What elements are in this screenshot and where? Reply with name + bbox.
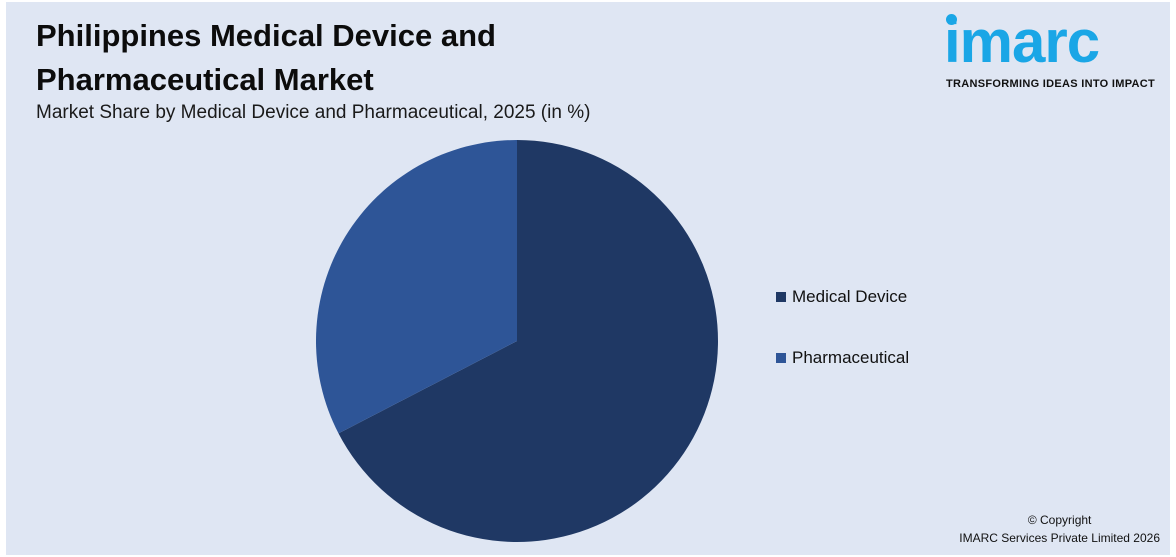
chart-title: Philippines Medical Device and Pharmaceu… [36, 18, 496, 97]
logo-wordmark-text: imarc [944, 8, 1100, 75]
pie-chart [316, 140, 718, 542]
legend-item-medical-device: Medical Device [776, 285, 909, 309]
legend-label: Pharmaceutical [792, 348, 910, 367]
pie-slice-medical-device [338, 140, 718, 542]
copyright-line-1: © Copyright [1027, 513, 1092, 527]
copyright: © Copyright IMARC Services Private Limit… [959, 511, 1160, 547]
legend-swatch [776, 292, 786, 302]
chart-legend: Medical Device Pharmaceutical [776, 285, 909, 407]
pie-slice-pharmaceutical [316, 140, 517, 434]
legend-label: Medical Device [792, 287, 908, 306]
chart-frame: Philippines Medical Device and Pharmaceu… [6, 2, 1170, 555]
logo-wordmark: imarc [938, 12, 1168, 72]
legend-swatch [776, 353, 786, 363]
imarc-logo: imarc TRANSFORMING IDEAS INTO IMPACT [938, 12, 1168, 91]
logo-tagline: TRANSFORMING IDEAS INTO IMPACT [946, 78, 1156, 90]
legend-item-pharmaceutical: Pharmaceutical [776, 346, 909, 370]
copyright-line-2: IMARC Services Private Limited 2026 [959, 531, 1160, 545]
chart-subtitle: Market Share by Medical Device and Pharm… [36, 102, 591, 123]
logo-dot [946, 14, 957, 25]
